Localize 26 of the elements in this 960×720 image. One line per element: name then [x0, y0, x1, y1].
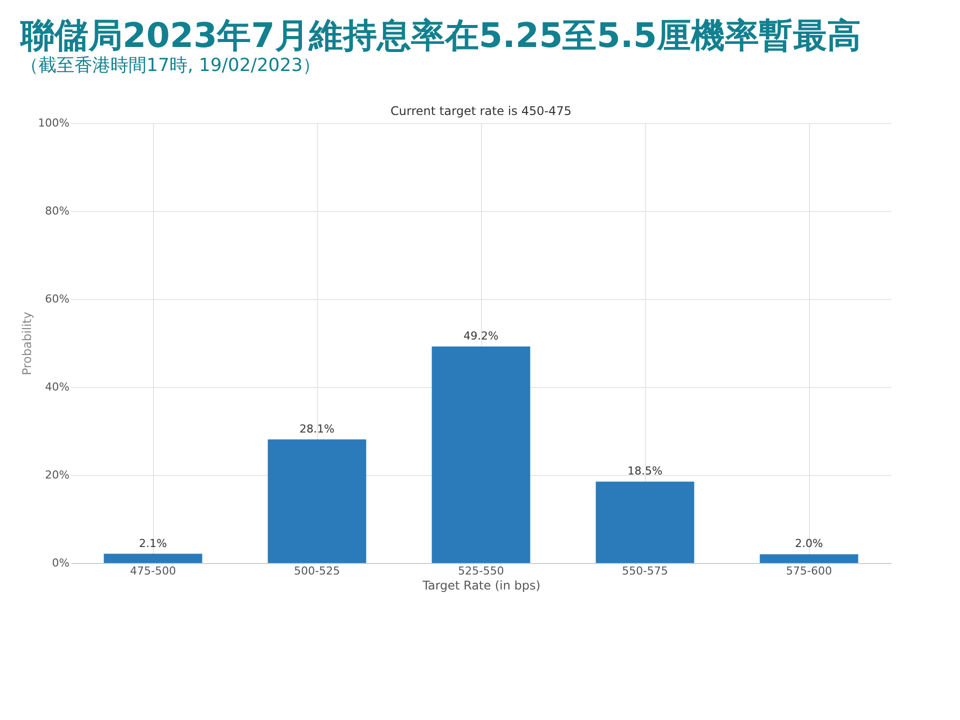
x-tick-label: 575-600 — [786, 564, 832, 578]
bar — [268, 439, 366, 563]
y-tick-label: 40% — [45, 380, 70, 394]
chart-title: 聯儲局2023年7月維持息率在5.25至5.5厘機率暫最高 — [20, 16, 861, 56]
text: Current target rate is 450-475 — [390, 104, 572, 118]
data-label: 49.2% — [464, 330, 498, 343]
y-tick-label: 80% — [45, 204, 70, 218]
y-axis-title: Probability — [20, 312, 34, 376]
x-tick-label: 500-525 — [294, 564, 340, 578]
bar — [596, 482, 694, 563]
x-tick-label: 525-550 — [458, 564, 504, 578]
data-label: 28.1% — [300, 422, 334, 436]
chart-subtitle: （截至香港時間17時, 19/02/2023） — [20, 55, 321, 76]
bar — [760, 554, 858, 563]
y-tick-label: 0% — [52, 556, 70, 570]
data-label: 18.5% — [628, 464, 662, 478]
bar — [104, 554, 202, 563]
data-label: 2.0% — [795, 537, 823, 550]
x-tick-label: 550-575 — [622, 564, 668, 578]
x-tick-label: 475-500 — [130, 564, 176, 578]
y-tick-label: 100% — [38, 116, 70, 130]
y-tick-label: 60% — [45, 292, 70, 306]
data-label: 2.1% — [139, 536, 167, 550]
y-tick-label: 20% — [45, 468, 70, 482]
bar — [432, 346, 530, 563]
x-axis-title: Target Rate (in bps) — [422, 578, 540, 592]
